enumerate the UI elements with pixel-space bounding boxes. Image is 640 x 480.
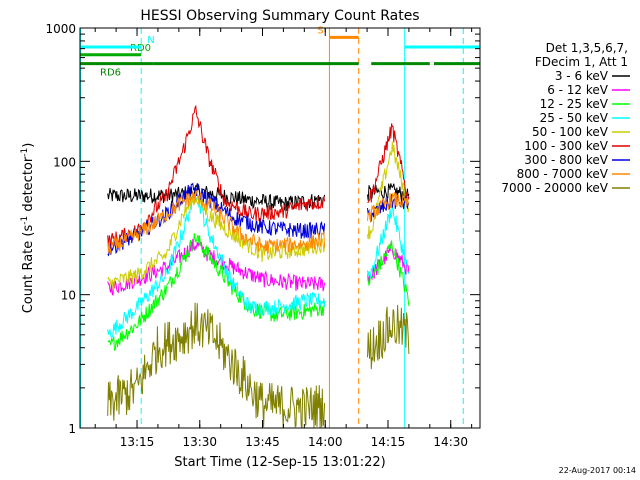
legend-title-line2: FDecim 1, Att 1	[535, 55, 628, 69]
legend-label-5: 100 - 300 keV	[524, 139, 608, 153]
y-tick-label-0: 1	[68, 422, 76, 436]
series-line-8-0	[107, 302, 326, 428]
flag-label-s: S	[317, 25, 323, 36]
series-line-7-0	[107, 190, 326, 255]
legend-label-8: 7000 - 20000 keV	[501, 181, 608, 195]
series-line-7-1	[367, 192, 410, 223]
y-tick-label-3: 1000	[45, 22, 76, 36]
y-tick-label-1: 10	[61, 289, 76, 303]
chart-title: HESSI Observing Summary Count Rates	[140, 8, 419, 24]
series-line-8-1	[367, 304, 410, 370]
legend-label-2: 12 - 25 keV	[540, 97, 609, 111]
legend-label-7: 800 - 7000 keV	[517, 167, 609, 181]
series-line-1-1	[367, 242, 410, 283]
legend-label-1: 6 - 12 keV	[547, 83, 609, 97]
x-tick-label-1: 13:30	[182, 435, 217, 449]
y-axis-label: Count Rate (s-1 detector-1)	[20, 143, 36, 314]
y-tick-label-2: 100	[53, 155, 76, 169]
series-line-3-0	[107, 194, 326, 339]
legend-label-3: 25 - 50 keV	[540, 111, 609, 125]
legend-title-line1: Det 1,3,5,6,7,	[546, 41, 628, 55]
series-line-3-1	[367, 206, 410, 279]
x-tick-label-0: 13:15	[120, 435, 155, 449]
x-tick-label-5: 14:30	[433, 435, 468, 449]
y-axis: 1 10 100 1000	[45, 22, 480, 436]
plot-frame	[79, 27, 481, 429]
x-axis: 13:15 13:30 13:45 14:00 14:15 14:30	[94, 28, 473, 449]
series-line-2-1	[367, 240, 410, 306]
legend: Det 1,3,5,6,7, FDecim 1, Att 1 3 - 6 keV…	[501, 41, 630, 195]
legend-label-0: 3 - 6 keV	[555, 69, 609, 83]
series-line-2-0	[107, 233, 326, 351]
x-tick-label-2: 13:45	[245, 435, 280, 449]
series-line-0-1	[367, 183, 410, 203]
legend-label-6: 300 - 800 keV	[524, 153, 608, 167]
legend-label-4: 50 - 100 keV	[532, 125, 609, 139]
x-tick-label-3: 14:00	[308, 435, 343, 449]
instrument-flags: RD0RD6NS	[80, 25, 480, 79]
series-line-5-1	[367, 123, 410, 204]
x-axis-label: Start Time (12-Sep-15 13:01:22)	[174, 455, 385, 470]
flag-label-rd6: RD6	[100, 68, 121, 79]
series-lines	[107, 104, 410, 428]
flag-label-n: N	[147, 35, 154, 46]
x-tick-label-4: 14:15	[371, 435, 406, 449]
generation-timestamp: 22-Aug-2017 00:14	[559, 466, 636, 475]
series-line-5-0	[107, 104, 326, 249]
